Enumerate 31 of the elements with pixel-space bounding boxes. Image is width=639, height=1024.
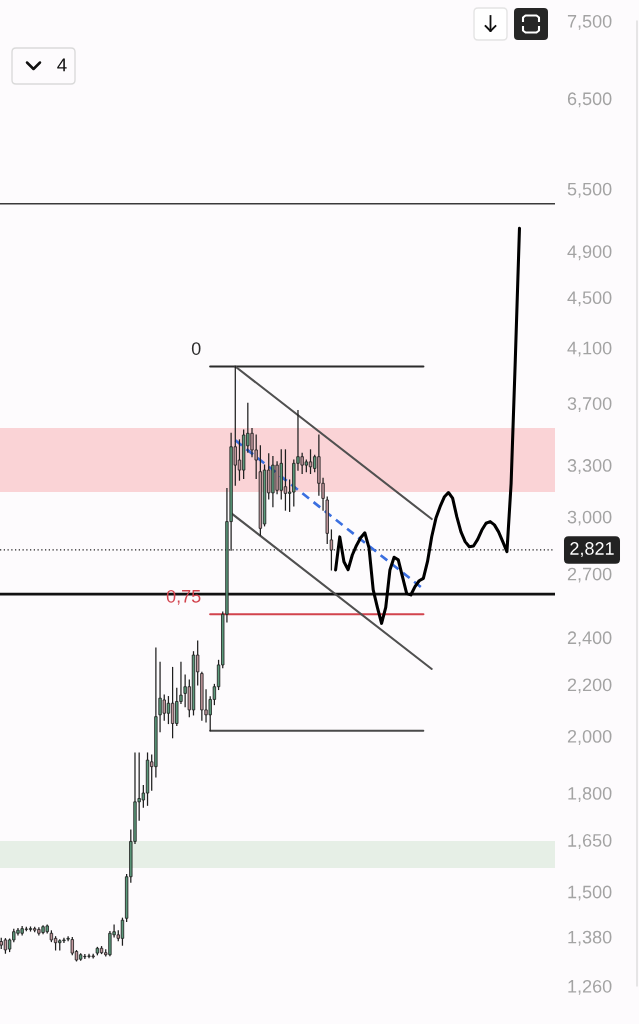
y-tick-label: 4,900 (567, 245, 612, 261)
ref-line-label: 2,821 (570, 542, 614, 557)
series-label: 0 (191, 342, 201, 355)
candlestick (308, 449, 313, 475)
y-tick-label: 7,500 (567, 14, 612, 30)
candlestick (120, 917, 125, 946)
y-tick-label: 2,400 (567, 631, 612, 647)
y-tick-label: 1,800 (568, 786, 612, 802)
annotation: 4 (57, 58, 67, 72)
y-tick-label: 6,500 (567, 92, 612, 108)
y-tick-label: 5,500 (567, 182, 612, 198)
y-tick-label: 3,000 (567, 510, 612, 526)
y-tick-label: 4,100 (567, 341, 612, 357)
y-tick-label: 2,000 (567, 729, 612, 745)
y-tick-label: 1,380 (568, 930, 612, 946)
candlestick (283, 449, 288, 511)
y-tick-label: 1,500 (568, 885, 612, 901)
line-series (334, 226, 522, 625)
candlestick (166, 696, 171, 725)
candlestick (170, 666, 175, 739)
y-tick-label: 2,200 (567, 678, 612, 694)
y-tick-label: 3,700 (567, 397, 612, 413)
y-tick-label: 1,650 (568, 834, 612, 849)
y-tick-label: 3,300 (567, 459, 612, 474)
candlestick (87, 953, 91, 959)
y-tick-label: 4,500 (567, 291, 612, 307)
candlestick (250, 428, 254, 458)
y-tick-label: 1,260 (568, 979, 612, 995)
y-tick-label: 2,700 (567, 567, 612, 583)
candlestick (62, 937, 66, 943)
candlestick (162, 694, 166, 721)
